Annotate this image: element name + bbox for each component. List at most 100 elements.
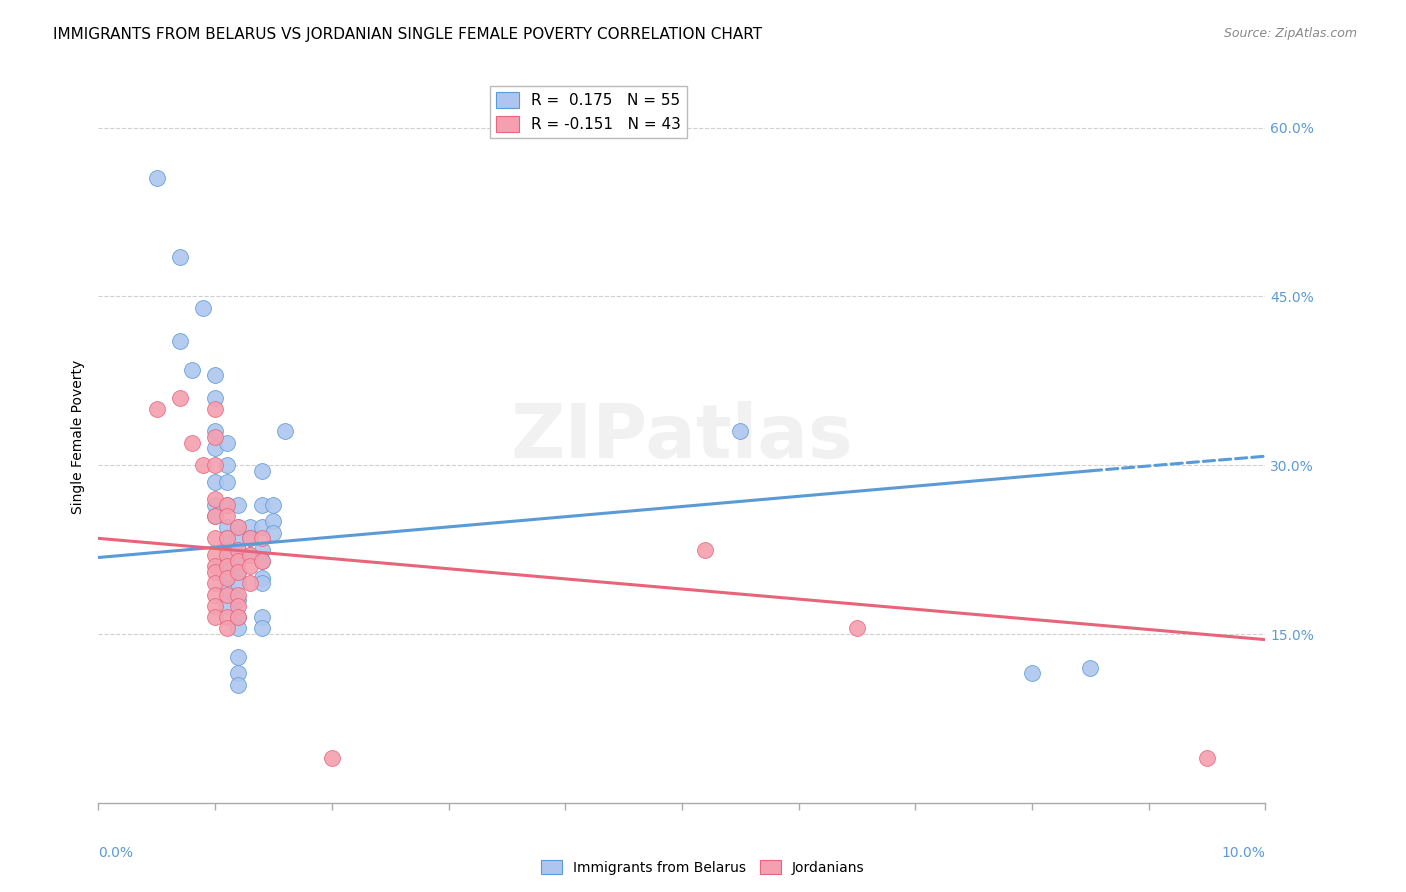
Point (146, 401, 169, 416)
Point (228, 542, 250, 557)
Point (228, 554, 250, 568)
Point (204, 599, 226, 613)
Point (228, 542, 250, 557)
Point (1080, 661, 1102, 675)
Point (204, 401, 226, 416)
Point (204, 559, 226, 574)
Point (146, 171, 169, 186)
Point (250, 554, 273, 568)
Point (193, 458, 215, 473)
Legend: R =  0.175   N = 55, R = -0.151   N = 43: R = 0.175 N = 55, R = -0.151 N = 43 (489, 87, 688, 138)
Point (215, 559, 238, 574)
Point (204, 458, 226, 473)
Point (262, 525, 284, 540)
Point (215, 621, 238, 635)
Point (215, 475, 238, 489)
Text: 10.0%: 10.0% (1222, 846, 1265, 860)
Point (204, 368, 226, 383)
Point (180, 362, 202, 376)
Point (215, 559, 238, 574)
Point (215, 542, 238, 557)
Point (215, 520, 238, 534)
Point (204, 475, 226, 489)
Point (215, 571, 238, 585)
Point (228, 532, 250, 546)
Point (262, 498, 284, 512)
Point (228, 520, 250, 534)
Point (215, 588, 238, 602)
Text: IMMIGRANTS FROM BELARUS VS JORDANIAN SINGLE FEMALE POVERTY CORRELATION CHART: IMMIGRANTS FROM BELARUS VS JORDANIAN SIN… (53, 27, 762, 42)
Point (250, 571, 273, 585)
Point (204, 610, 226, 624)
Point (228, 666, 250, 681)
Text: Source: ZipAtlas.com: Source: ZipAtlas.com (1223, 27, 1357, 40)
Point (204, 532, 226, 546)
Point (215, 458, 238, 473)
Point (228, 678, 250, 692)
Point (228, 576, 250, 591)
Point (1195, 751, 1218, 765)
Point (250, 621, 273, 635)
Point (204, 588, 226, 602)
Point (215, 508, 238, 523)
Point (204, 498, 226, 512)
Point (228, 649, 250, 664)
Point (204, 576, 226, 591)
Point (215, 532, 238, 546)
Point (250, 520, 273, 534)
Point (250, 554, 273, 568)
Point (250, 542, 273, 557)
Point (204, 508, 226, 523)
Point (228, 599, 250, 613)
Point (228, 610, 250, 624)
Point (204, 442, 226, 456)
Point (228, 565, 250, 579)
Point (215, 599, 238, 613)
Point (169, 250, 191, 264)
Point (250, 576, 273, 591)
Point (250, 464, 273, 478)
Point (215, 582, 238, 596)
Point (215, 435, 238, 450)
Point (228, 610, 250, 624)
Point (215, 498, 238, 512)
Text: ZIPatlas: ZIPatlas (510, 401, 853, 474)
Point (239, 559, 262, 574)
Point (169, 334, 191, 349)
Text: 0.0%: 0.0% (98, 846, 134, 860)
Point (250, 532, 273, 546)
Y-axis label: Single Female Poverty: Single Female Poverty (70, 360, 84, 514)
Point (228, 520, 250, 534)
Legend: Immigrants from Belarus, Jordanians: Immigrants from Belarus, Jordanians (536, 855, 870, 880)
Point (215, 610, 238, 624)
Point (228, 554, 250, 568)
Point (239, 532, 262, 546)
Point (204, 565, 226, 579)
Point (204, 548, 226, 562)
Point (215, 548, 238, 562)
Point (228, 593, 250, 607)
Point (228, 621, 250, 635)
Point (846, 621, 869, 635)
Point (193, 301, 215, 315)
Point (239, 548, 262, 562)
Point (204, 391, 226, 405)
Point (250, 610, 273, 624)
Point (228, 498, 250, 512)
Point (695, 542, 717, 557)
Point (239, 532, 262, 546)
Point (215, 571, 238, 585)
Point (204, 491, 226, 506)
Point (204, 430, 226, 444)
Point (1021, 666, 1043, 681)
Point (169, 391, 191, 405)
Point (215, 498, 238, 512)
Point (228, 565, 250, 579)
Point (274, 425, 297, 439)
Point (321, 751, 343, 765)
Point (180, 435, 202, 450)
Point (228, 588, 250, 602)
Point (250, 498, 273, 512)
Point (262, 515, 284, 529)
Point (730, 425, 752, 439)
